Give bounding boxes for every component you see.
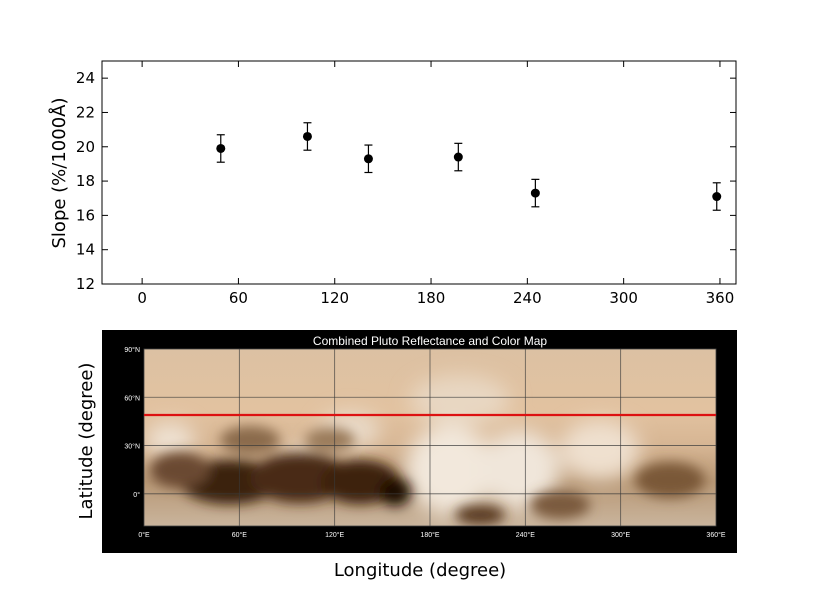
map-ticks: 0°E 60°E 120°E 180°E 240°E 300°E 360°E 90°N 60°N… <box>124 346 726 539</box>
y-tick-label: 20 <box>76 138 95 156</box>
map-x-tick-label: 120°E <box>325 531 344 539</box>
map-x-axis-label: Longitude (degree) <box>334 560 506 581</box>
map-x-tick-label: 360°E <box>706 531 725 539</box>
data-point <box>302 131 312 141</box>
y-tick-label: 22 <box>76 103 95 121</box>
map-y-tick-label: 0° <box>133 491 140 499</box>
scatter-panel: 0 60 120 180 240 300 360 12 14 16 18 20 22 24 Slope (… <box>48 60 737 307</box>
data-point <box>712 192 722 202</box>
map-x-tick-label: 60°E <box>232 531 248 539</box>
y-tick-label: 12 <box>76 275 95 293</box>
plot-frame <box>101 60 737 285</box>
map-title: Combined Pluto Reflectance and Color Map <box>313 334 547 348</box>
y-tick-label: 16 <box>76 206 95 224</box>
data-point <box>216 143 226 153</box>
x-tick-label: 0 <box>137 289 147 307</box>
map-y-tick-label: 90°N <box>124 346 140 354</box>
scatter-ticks: 0 60 120 180 240 300 360 12 14 16 18 20 22 24 <box>76 61 736 307</box>
scatter-points <box>216 122 722 211</box>
map-grid <box>143 348 717 527</box>
map-x-tick-label: 0°E <box>138 531 150 539</box>
map-x-tick-label: 300°E <box>611 531 630 539</box>
y-tick-label: 18 <box>76 172 95 190</box>
map-x-tick-label: 240°E <box>516 531 535 539</box>
map-frame <box>143 348 717 527</box>
x-tick-label: 120 <box>320 289 349 307</box>
x-tick-label: 180 <box>417 289 446 307</box>
data-point <box>363 154 373 164</box>
x-tick-label: 60 <box>229 289 248 307</box>
x-tick-label: 300 <box>609 289 638 307</box>
x-tick-label: 240 <box>513 289 542 307</box>
map-x-tick-label: 180°E <box>420 531 439 539</box>
y-tick-label: 14 <box>76 241 95 259</box>
map-y-tick-label: 30°N <box>124 443 140 451</box>
data-point <box>530 188 540 198</box>
map-panel: Combined Pluto Reflectance and Color Map <box>76 330 737 581</box>
map-y-tick-label: 60°N <box>124 394 140 402</box>
y-axis-label: Slope (%/1000Å) <box>48 98 70 249</box>
map-y-axis-label: Latitude (degree) <box>76 363 97 520</box>
data-point <box>453 152 463 162</box>
y-tick-label: 24 <box>76 69 95 87</box>
x-tick-label: 360 <box>706 289 735 307</box>
